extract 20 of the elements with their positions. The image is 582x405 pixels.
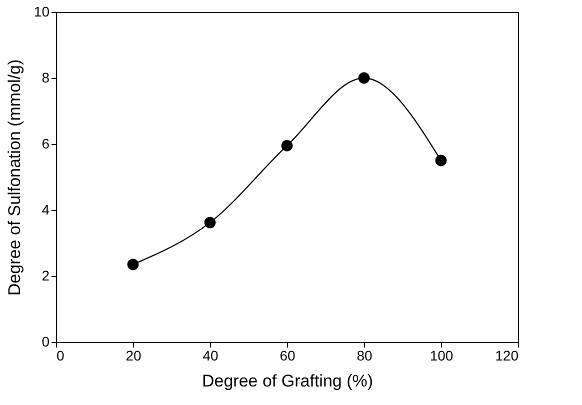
y-tick-label: 4	[42, 202, 50, 218]
y-tick-label: 2	[42, 268, 50, 284]
x-tick-label: 80	[356, 348, 372, 364]
x-tick-label: 20	[126, 348, 142, 364]
x-tick-label: 0	[56, 348, 64, 364]
x-tick-label: 40	[202, 348, 218, 364]
point	[435, 154, 447, 166]
y-tick-label: 6	[42, 136, 50, 152]
point	[127, 258, 139, 270]
x-axis-title: Degree of Grafting (%)	[202, 372, 374, 390]
y-tick-label: 10	[34, 4, 50, 20]
x-tick-label: 100	[430, 348, 454, 364]
point	[281, 140, 293, 152]
point	[204, 216, 216, 228]
x-tick-label: 60	[280, 348, 296, 364]
y-axis-title: Degree of Sulfonation (mmol/g)	[4, 59, 24, 296]
y-tick-label: 8	[42, 70, 50, 86]
y-tick-label: 0	[42, 334, 50, 350]
point	[358, 72, 370, 84]
x-tick-label: 120	[495, 348, 519, 364]
